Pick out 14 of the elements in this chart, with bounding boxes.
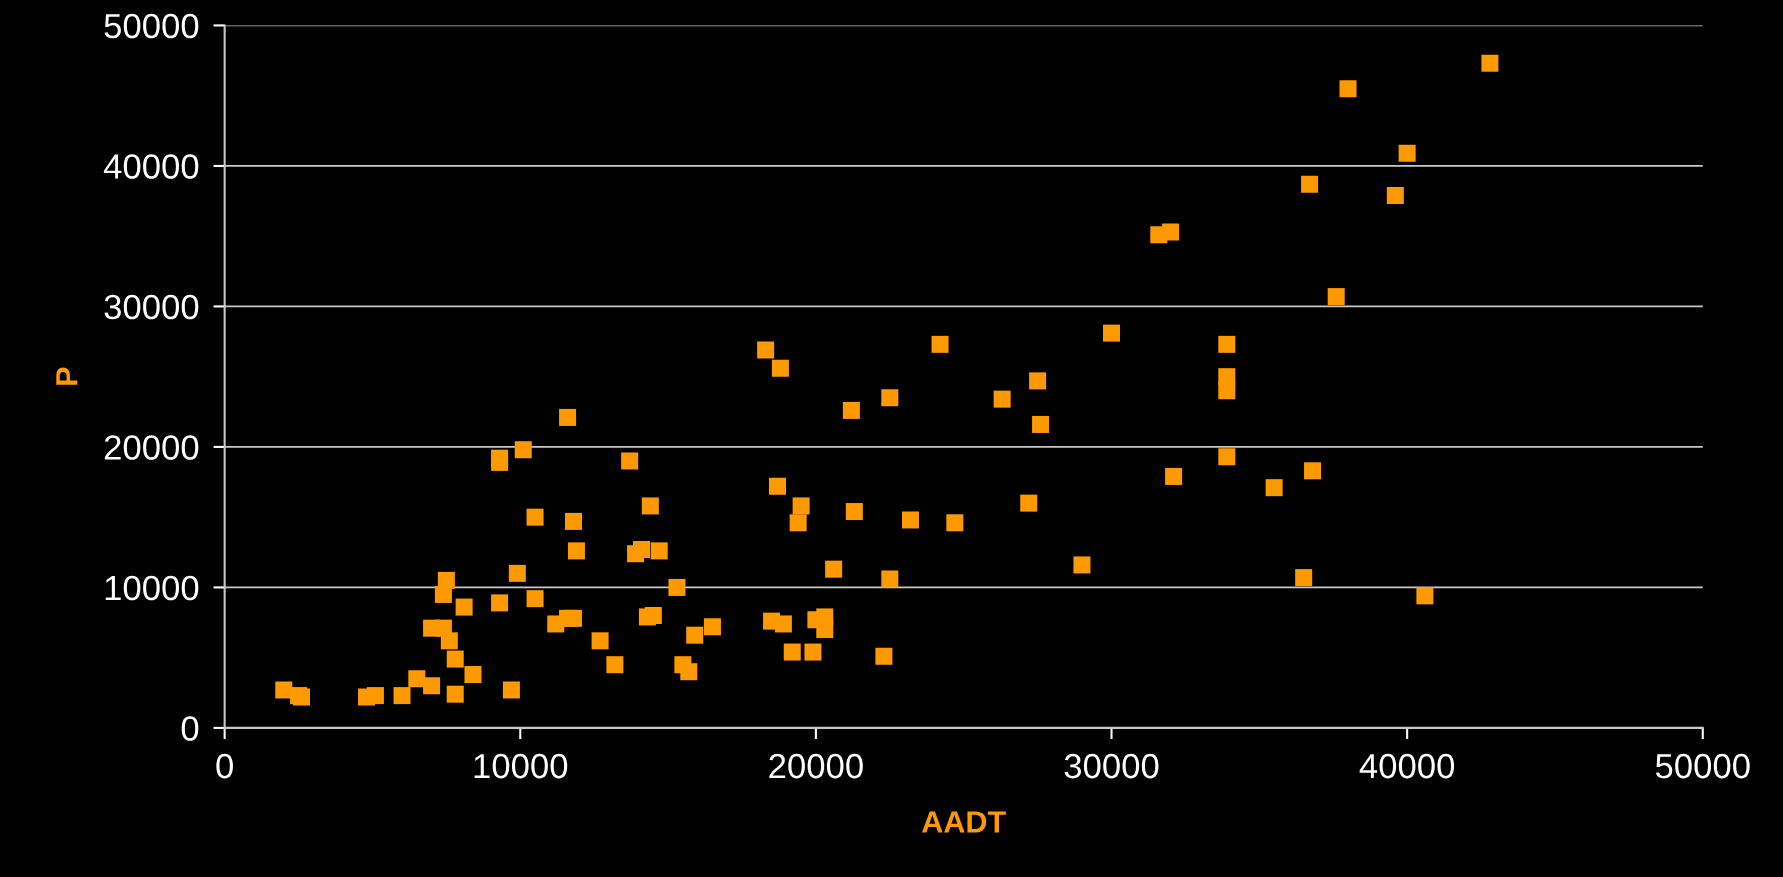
x-tick-label: 0 <box>216 753 233 779</box>
x-tick-label: 40000 <box>1359 753 1455 779</box>
y-axis-title: P <box>56 367 78 385</box>
y-tick-label: 40000 <box>103 154 199 179</box>
x-tick-label: 20000 <box>769 753 863 779</box>
y-tick-label: 10000 <box>105 575 199 601</box>
y-tick-label: 30000 <box>104 294 199 320</box>
x-tick-label: 50000 <box>1655 753 1750 779</box>
x-tick-label: 10000 <box>474 753 568 779</box>
x-tick-label: 30000 <box>1064 753 1159 779</box>
y-tick-label: 0 <box>181 716 199 741</box>
x-axis-title: AADT <box>922 811 1006 833</box>
y-tick-label: 20000 <box>104 435 199 460</box>
y-tick-label: 50000 <box>104 13 199 39</box>
